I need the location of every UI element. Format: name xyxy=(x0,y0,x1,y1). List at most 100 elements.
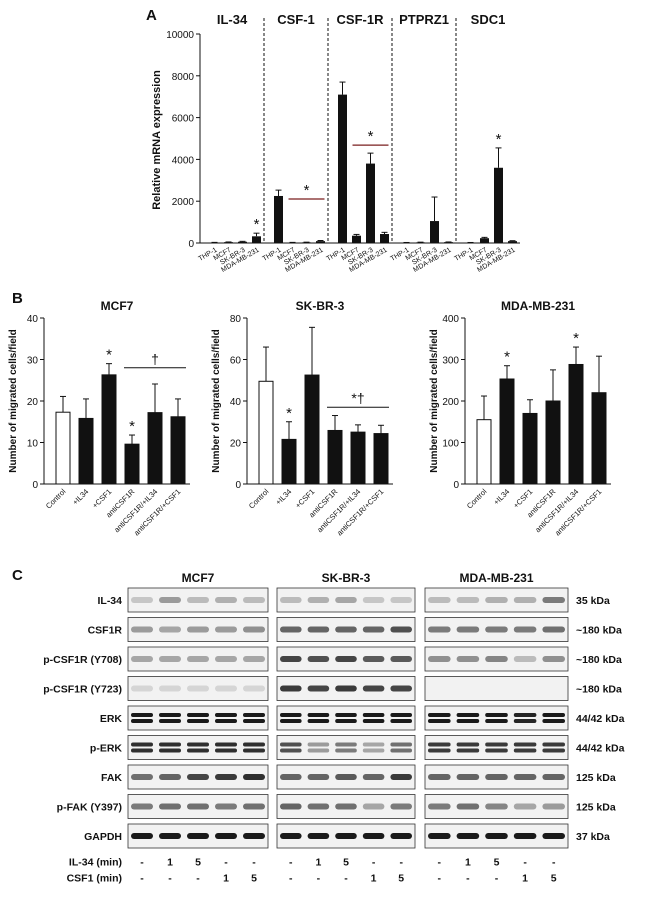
panel-c-band xyxy=(362,742,385,747)
panel-b-chart-2: SK-BR-3 Number of migrated cells/field 0 20… xyxy=(211,299,393,537)
panel-b-chart-title: SK-BR-3 xyxy=(296,299,345,313)
panel-b-chart-3: MDA-MB-231 Number of migrated cells/field… xyxy=(429,299,611,537)
panel-c-band xyxy=(280,597,302,603)
panel-c-cell-line-title: SK-BR-3 xyxy=(322,571,371,585)
panel-c-band xyxy=(131,597,153,603)
panel-c-band xyxy=(307,626,330,633)
panel-c-band xyxy=(485,742,508,747)
panel-c-band xyxy=(243,833,265,839)
panel-c-band xyxy=(362,748,385,753)
panel-b-significance-mark: * xyxy=(504,349,510,366)
panel-c-band xyxy=(131,833,153,839)
panel-c-protein-label: IL-34 xyxy=(97,595,122,607)
panel-c-band xyxy=(335,626,357,633)
panel-b-bar xyxy=(258,380,274,485)
panel-c-band xyxy=(215,774,237,780)
panel-c-blot-box xyxy=(424,676,569,701)
panel-c-band xyxy=(159,803,181,810)
panel-c-band xyxy=(243,803,265,810)
panel-b-significance-mark: * xyxy=(286,405,292,422)
panel-c-band xyxy=(390,685,412,692)
panel-c-band xyxy=(362,685,385,692)
panel-c-band xyxy=(159,774,181,780)
panel-b-y-tick-label: 20 xyxy=(27,397,39,408)
panel-a-bar xyxy=(508,241,517,243)
panel-c-band xyxy=(335,803,357,810)
panel-c-band xyxy=(513,597,537,603)
panel-c-treatment-value: - xyxy=(140,857,144,869)
panel-c-band xyxy=(215,685,237,692)
panel-c-band xyxy=(280,742,302,747)
panel-c-band xyxy=(131,626,153,633)
panel-c-band xyxy=(131,656,153,662)
panel-c-band xyxy=(215,713,237,717)
panel-c-protein-label: ERK xyxy=(100,713,123,725)
panel-c-band xyxy=(362,803,385,810)
panel-c-band xyxy=(390,748,412,753)
panel-c-band xyxy=(513,713,537,717)
panel-c-band xyxy=(428,833,451,839)
panel-c-band xyxy=(187,774,209,780)
panel-c-band xyxy=(456,597,480,603)
panel-b-bar xyxy=(101,374,117,485)
panel-c-treatment-value: - xyxy=(466,873,470,885)
panel-a-plot: IL-34THP-1MCF7SK-BR-3MDA-MB-231*CSF-1THP… xyxy=(197,12,517,274)
panel-c-treatment-label: IL-34 (min) xyxy=(69,857,122,869)
panel-c-treatment-value: - xyxy=(289,873,293,885)
panel-c-band xyxy=(456,656,480,662)
panel-c-kda-label: 37 kDa xyxy=(576,831,610,843)
panel-c-treatment-value: 1 xyxy=(522,873,528,885)
panel-c-band xyxy=(362,656,385,662)
panel-c-treatment-value: 5 xyxy=(195,857,201,869)
panel-b-charts: MCF7 Number of migrated cells/field 0 10 20 3… xyxy=(8,299,611,537)
panel-b-y-tick-label: 60 xyxy=(230,356,242,367)
panel-c-band xyxy=(307,713,330,717)
panel-c-band xyxy=(456,833,480,839)
panel-b-x-tick-label: Control xyxy=(247,487,271,511)
panel-c-band xyxy=(215,803,237,810)
panel-c-band xyxy=(215,597,237,603)
panel-c-band xyxy=(187,748,209,753)
panel-c-treatment-value: - xyxy=(168,873,172,885)
panel-c-band xyxy=(428,774,451,780)
panel-c-band xyxy=(456,742,480,747)
panel-c-band xyxy=(131,748,153,753)
panel-c-band xyxy=(131,803,153,810)
panel-c-band xyxy=(456,774,480,780)
panel-c-band xyxy=(280,719,302,723)
panel-b-y-tick-label: 300 xyxy=(442,356,459,367)
panel-a-ylabel: Relative mRNA expression xyxy=(151,70,163,210)
panel-a-bar xyxy=(416,242,425,244)
panel-c-treatment-value: - xyxy=(438,857,442,869)
panel-a-y-tick-label: 6000 xyxy=(172,114,195,125)
panel-c-treatment-value: 1 xyxy=(371,873,377,885)
panel-c-treatment-value: 1 xyxy=(315,857,321,869)
panel-b-x-tick-label: +IL34 xyxy=(492,487,512,507)
panel-c-treatment-value: - xyxy=(317,873,321,885)
panel-c-band xyxy=(187,719,209,723)
panel-c-band xyxy=(428,626,451,633)
panel-c-kda-label: 125 kDa xyxy=(576,772,616,784)
panel-c-band xyxy=(187,685,209,692)
panel-c-band xyxy=(243,748,265,753)
panel-c-band xyxy=(307,748,330,753)
panel-b-bar xyxy=(499,378,515,485)
panel-c-band xyxy=(307,656,330,662)
panel-c-band xyxy=(456,748,480,753)
panel-a-significance-mark: * xyxy=(368,128,374,145)
panel-c-band xyxy=(215,626,237,633)
panel-c-band xyxy=(428,748,451,753)
panel-c-blot-box xyxy=(127,735,269,760)
panel-c-blot-box xyxy=(424,705,569,731)
panel-a-bar xyxy=(238,241,247,243)
panel-c-band xyxy=(390,742,412,747)
panel-c-band xyxy=(215,748,237,753)
panel-c-band xyxy=(513,748,537,753)
panel-c-band xyxy=(390,833,412,839)
panel-b-significance-mark: *† xyxy=(351,390,364,406)
panel-c-band xyxy=(456,713,480,717)
panel-c-band xyxy=(362,719,385,723)
panel-c-band xyxy=(390,597,412,603)
panel-c-band xyxy=(335,685,357,692)
